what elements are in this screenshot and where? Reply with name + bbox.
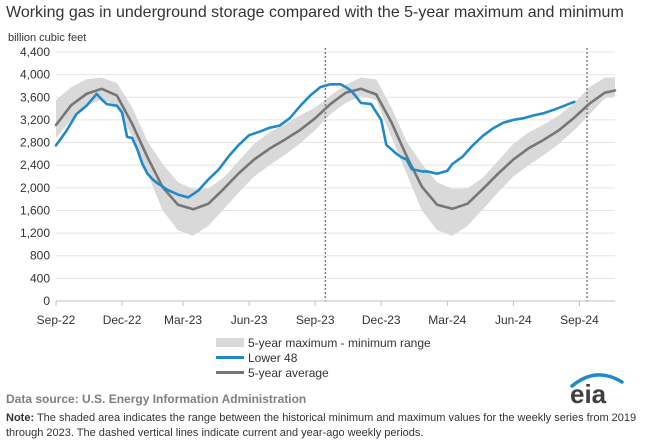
legend-swatch-range	[216, 338, 244, 347]
series-5-year-average-line	[54, 87, 617, 211]
y-axis-label: billion cubic feet	[8, 32, 86, 44]
chart-area: billion cubic feet 0 400 800 1,200 1,600 2,00…	[8, 32, 617, 327]
note-text: The shaded area indicates the range betw…	[6, 412, 637, 439]
y-tick-label: 4,000	[20, 68, 50, 82]
legend-label-range: 5-year maximum - minimum range	[248, 335, 431, 350]
y-tick-label: 1,200	[20, 226, 50, 240]
y-tick-label: 800	[30, 249, 50, 263]
legend-label-lower48: Lower 48	[248, 350, 298, 365]
y-tick-label: 2,400	[20, 158, 50, 172]
legend-swatch-lower48	[216, 356, 244, 359]
note-label: Note:	[6, 412, 35, 424]
legend-swatch-average	[216, 371, 244, 374]
legend-label-average: 5-year average	[248, 365, 329, 380]
x-tick-label: Jun-24	[495, 313, 532, 327]
plot-area	[54, 77, 617, 236]
x-tick-label: Dec-22	[103, 313, 142, 327]
y-tick-label: 400	[30, 271, 50, 285]
y-tick-label: 2,800	[20, 136, 50, 150]
y-tick-label: 0	[43, 294, 50, 308]
x-tick-label: Mar-24	[428, 313, 466, 327]
chart-title: Working gas in underground storage compa…	[6, 4, 624, 21]
x-axis: Sep-22 Dec-22 Mar-23 Jun-23 Sep-23 Dec-23 Mar-…	[37, 300, 615, 327]
gridlines	[56, 51, 615, 279]
eia-logo: eia	[570, 373, 624, 408]
y-tick-label: 3,600	[20, 90, 50, 104]
legend-item-lower48: Lower 48	[216, 350, 431, 365]
x-tick-label: Mar-23	[164, 313, 202, 327]
series-lower-48-line	[54, 83, 576, 199]
legend-item-average: 5-year average	[216, 365, 431, 380]
x-tick-label: Dec-23	[362, 313, 401, 327]
logo-text: eia	[570, 379, 607, 408]
legend-item-range: 5-year maximum - minimum range	[216, 335, 431, 350]
y-axis-ticks: 0 400 800 1,200 1,600 2,000 2,400 2,800 3,200 3,6…	[20, 45, 50, 308]
x-tick-label: Jun-23	[231, 313, 268, 327]
x-tick-label: Sep-22	[37, 313, 76, 327]
y-tick-label: 2,000	[20, 181, 50, 195]
y-tick-label: 3,200	[20, 113, 50, 127]
data-source: Data source: U.S. Energy Information Adm…	[6, 392, 307, 406]
x-tick-label: Sep-24	[560, 313, 599, 327]
x-tick-label: Sep-23	[296, 313, 335, 327]
footnote: Note: The shaded area indicates the rang…	[6, 411, 646, 441]
y-tick-label: 1,600	[20, 203, 50, 217]
y-tick-label: 4,400	[20, 45, 50, 59]
legend: 5-year maximum - minimum range Lower 48 …	[216, 335, 431, 380]
logo-arc	[570, 373, 624, 388]
